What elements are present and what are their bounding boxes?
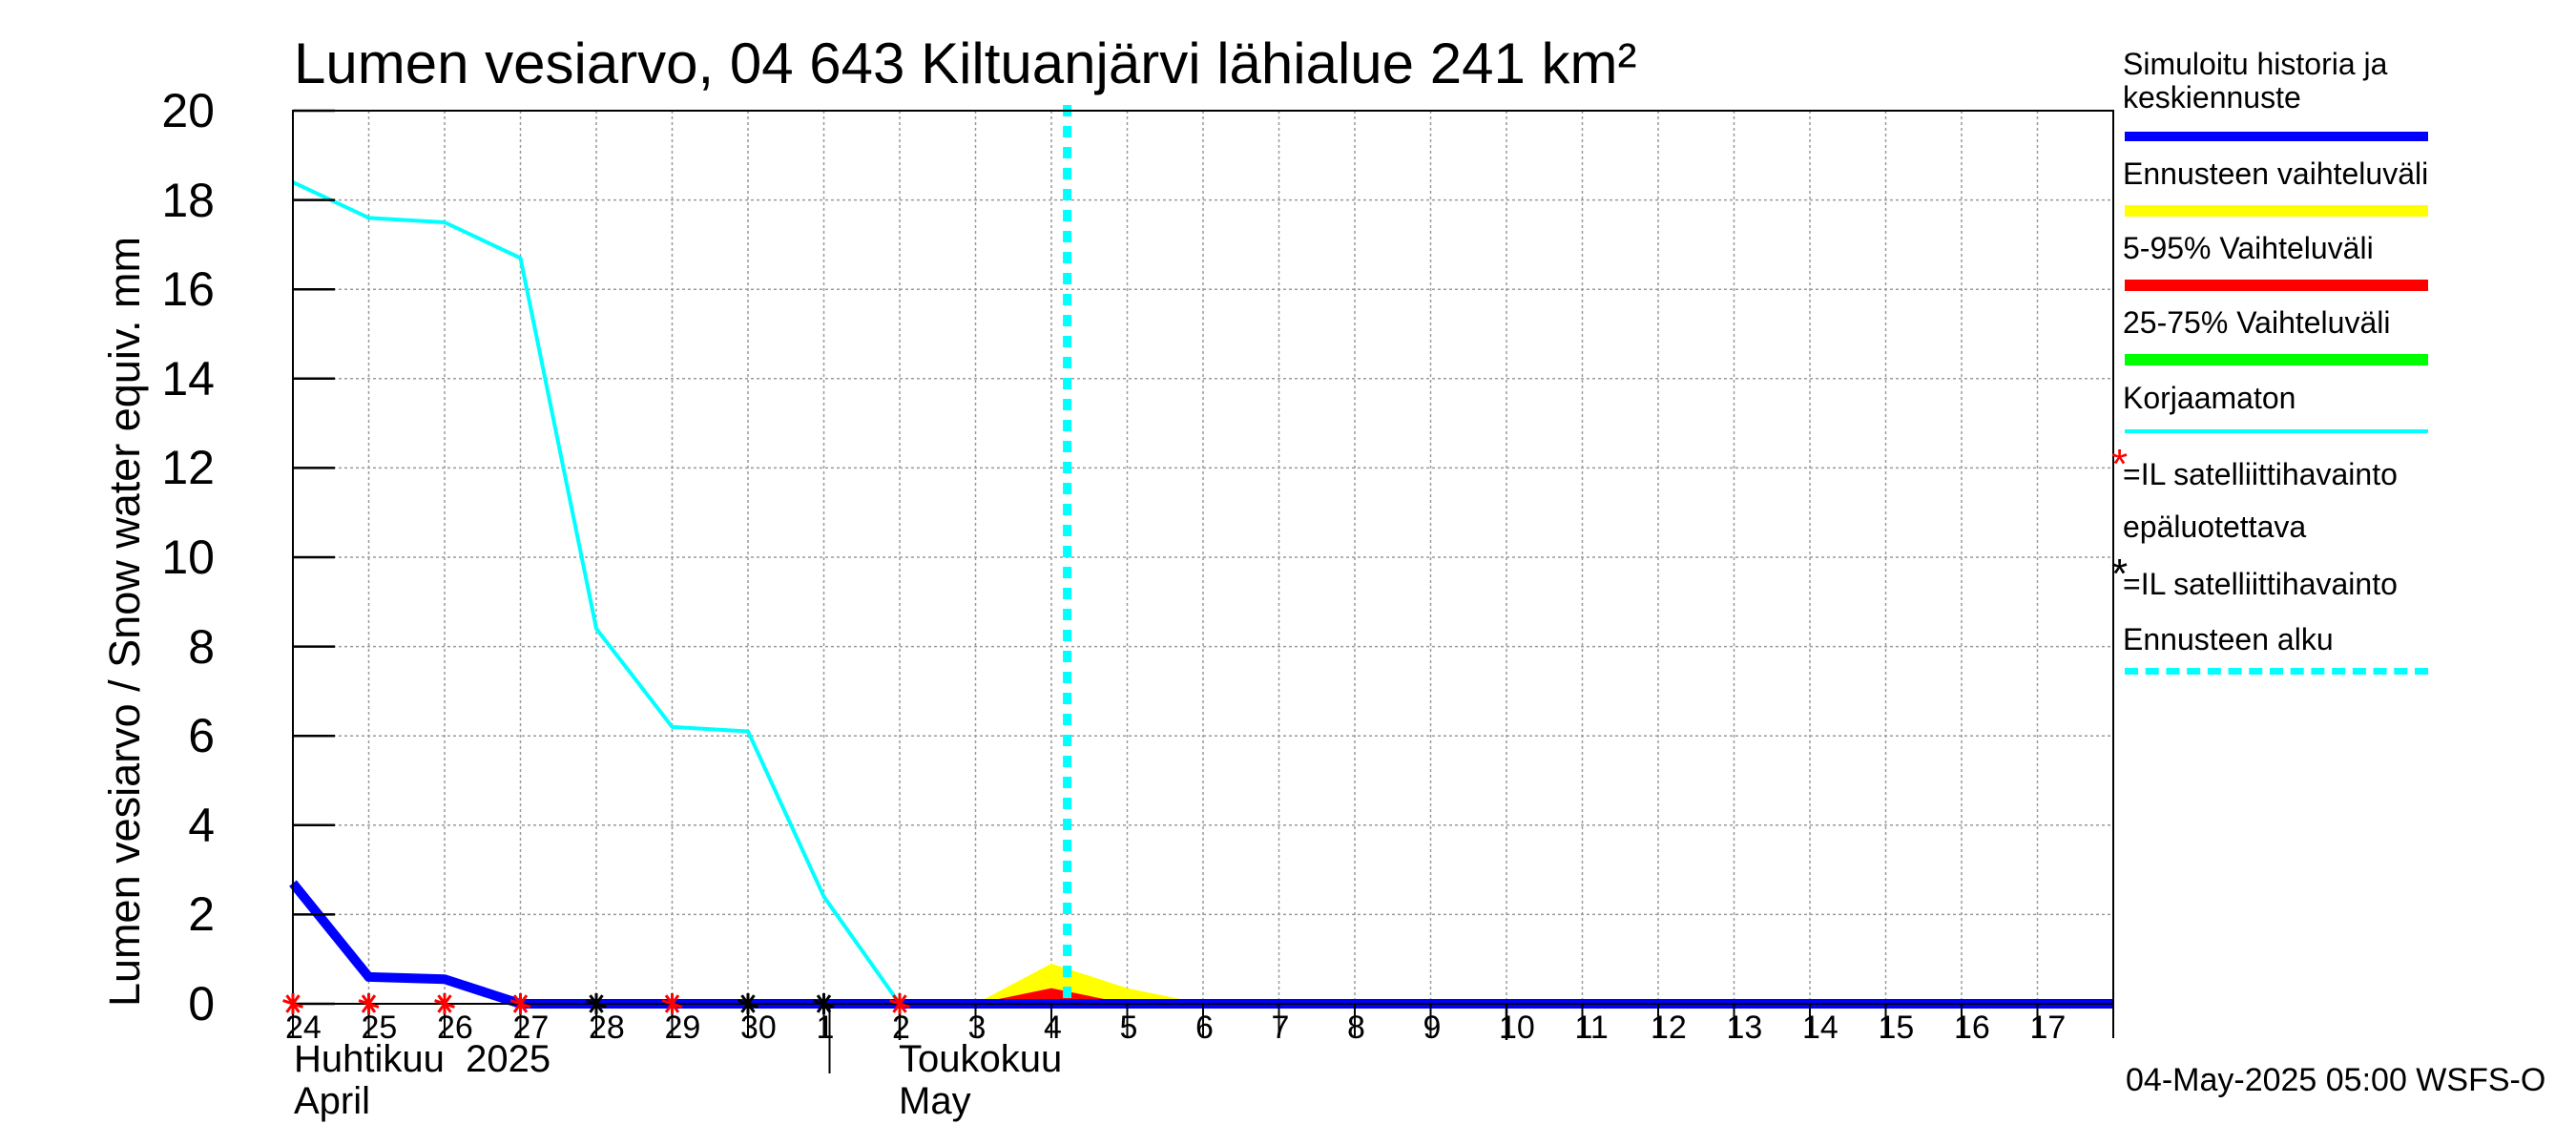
y-tick-label: 18 [161, 173, 215, 227]
x-tick-label: 30 [740, 1010, 777, 1046]
x-tick-label: 11 [1574, 1010, 1609, 1046]
marker-stroke [285, 994, 301, 1013]
x-tick-label: 6 [1195, 1010, 1214, 1046]
x-tick-label: 29 [664, 1010, 701, 1046]
y-tick-label: 0 [188, 977, 215, 1030]
satellite-marker [661, 993, 683, 1014]
legend-swatch-25-75 [2125, 354, 2428, 365]
marker-stroke [892, 994, 907, 1013]
marker-stroke [361, 994, 377, 1013]
x-tick-label: 15 [1878, 1010, 1915, 1046]
legend-swatch-uncorrected [2125, 429, 2428, 433]
x-tick-label: 8 [1347, 1010, 1365, 1046]
satellite-marker [358, 993, 380, 1014]
y-tick-label: 12 [161, 441, 215, 495]
month-label-may-fi: Toukokuu [899, 1038, 1063, 1080]
chart-title: Lumen vesiarvo, 04 643 Kiltuanjärvi lähi… [294, 31, 1637, 95]
x-tick-label: 17 [2029, 1010, 2067, 1046]
legend-label-uncorrected: Korjaamaton [2123, 381, 2296, 415]
y-tick-label: 2 [188, 887, 215, 942]
satellite-marker [889, 993, 910, 1014]
month-label-may-en: May [899, 1080, 971, 1122]
x-tick-label: 12 [1651, 1010, 1687, 1046]
legend-star-black-icon: * [2111, 551, 2129, 597]
forecast-bands [975, 963, 1203, 1004]
y-tick-label: 4 [188, 798, 215, 852]
x-tick-label: 28 [589, 1010, 625, 1046]
legend-swatch-simulated [2125, 132, 2428, 141]
y-tick-label: 14 [161, 351, 215, 406]
legend-label-sat-unreliable-2: epäluotettava [2123, 510, 2307, 544]
x-tick-label: 13 [1726, 1010, 1763, 1046]
satellite-marker [813, 993, 835, 1014]
x-tick-label: 3 [967, 1010, 987, 1046]
timestamp-footer: 04-May-2025 05:00 WSFS-O [2126, 1062, 2546, 1098]
satellite-marker [282, 993, 303, 1014]
y-tick-label: 10 [161, 531, 215, 584]
legend-star-red-icon: * [2111, 441, 2129, 488]
legend-label-simulated: Simuloitu historia ja keskiennuste [2123, 47, 2388, 115]
marker-stroke [589, 994, 604, 1013]
series-line-0 [292, 180, 902, 1006]
legend-swatch-forecast-start [2125, 668, 2428, 675]
legend-swatch-forecast-range [2125, 205, 2428, 217]
marker-stroke [512, 994, 529, 1013]
legend-swatch-5-95 [2125, 280, 2428, 291]
legend-label-sat: =IL satelliittihavainto [2123, 567, 2398, 601]
y-tick-label: 16 [161, 262, 215, 317]
marker-stroke [740, 994, 756, 1013]
month-label-may: Toukokuu May [899, 1038, 1062, 1122]
y-tick-label: 20 [161, 84, 215, 137]
marker-stroke [816, 994, 832, 1013]
satellite-marker [737, 993, 758, 1014]
satellite-marker [586, 993, 607, 1014]
legend-label-forecast-start: Ennusteen alku [2123, 622, 2334, 656]
x-tick-label: 4 [1044, 1010, 1062, 1046]
x-tick-label: 9 [1423, 1010, 1442, 1046]
grid [293, 111, 2113, 1004]
marker-stroke [664, 994, 680, 1013]
y-axis-label: Lumen vesiarvo / Snow water equiv. mm [100, 237, 149, 1007]
satellite-marker [509, 993, 531, 1014]
marker-stroke [437, 994, 452, 1013]
legend-label-forecast-range: Ennusteen vaihteluväli [2123, 156, 2429, 191]
x-tick-label: 26 [437, 1010, 473, 1046]
x-tick-label: 16 [1954, 1010, 1990, 1046]
month-label-april-fi: Huhtikuu 2025 [294, 1038, 551, 1080]
satellite-marker [434, 993, 455, 1014]
x-tick-label: 14 [1802, 1010, 1839, 1046]
satellite-markers [282, 993, 910, 1014]
month-label-april: Huhtikuu 2025 April [294, 1038, 551, 1122]
month-label-april-en: April [294, 1080, 371, 1122]
x-tick-label: 7 [1271, 1010, 1290, 1046]
legend-label-25-75: 25-75% Vaihteluväli [2123, 305, 2391, 340]
x-tick-label: 25 [361, 1010, 398, 1046]
x-tick-label: 1 [816, 1010, 835, 1046]
legend-label-sat-unreliable: =IL satelliittihavainto [2123, 457, 2398, 491]
x-tick-label: 2 [892, 1010, 910, 1046]
y-tick-label: 6 [188, 709, 215, 763]
x-tick-label: 10 [1499, 1010, 1535, 1046]
x-tick-label: 27 [512, 1010, 550, 1046]
y-tick-label: 8 [188, 619, 215, 674]
legend-label-5-95: 5-95% Vaihteluväli [2123, 231, 2374, 265]
x-tick-label: 24 [285, 1010, 322, 1046]
x-tick-label: 5 [1119, 1010, 1138, 1046]
